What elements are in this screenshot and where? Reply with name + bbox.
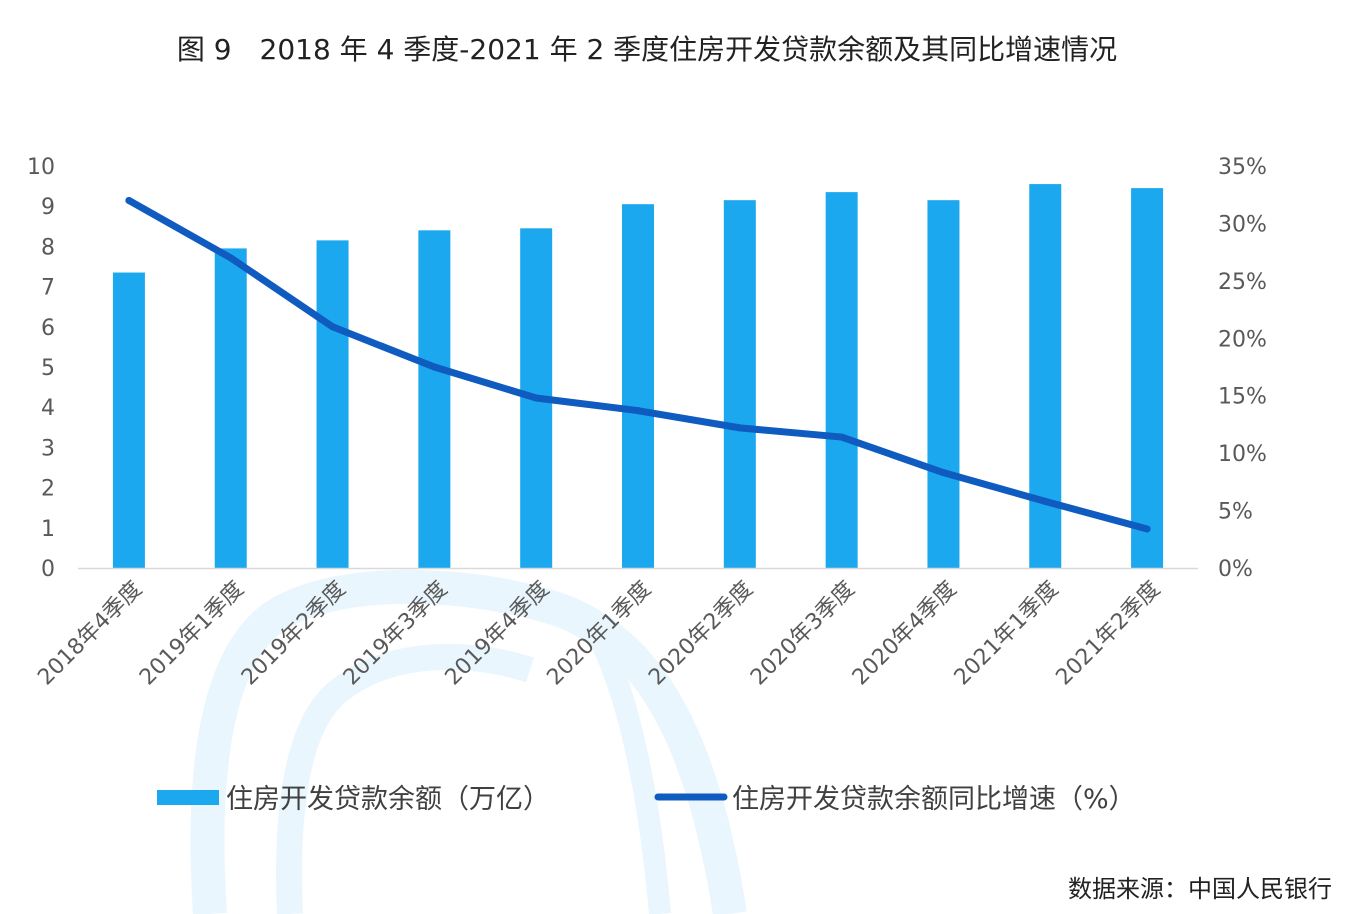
x-tick-4: 2019年4季度 (441, 577, 555, 691)
bar-5 (622, 204, 654, 568)
x-tick-8: 2020年4季度 (848, 577, 962, 691)
y-right-tick-3: 15% (1218, 385, 1267, 410)
y-right-tick-2: 10% (1218, 442, 1267, 467)
bar-0 (112, 272, 145, 568)
line-point-4 (532, 394, 540, 402)
bar-series (112, 184, 1164, 569)
line-point-7 (838, 433, 846, 441)
line-point-3 (430, 363, 438, 371)
chart-title: 图 9 2018 年 4 季度-2021 年 2 季度住房开发贷款余额及其同比增… (176, 33, 1118, 66)
line-point-0 (125, 196, 133, 204)
line-point-8 (939, 469, 947, 477)
legend-line-label: 住房开发贷款余额同比增速（%） (732, 784, 1136, 815)
y-right-tick-6: 30% (1218, 212, 1267, 237)
x-tick-9: 2021年1季度 (950, 577, 1064, 691)
y-axis-right: 0% 5% 10% 15% 20% 25% 30% 35% (1218, 155, 1267, 582)
y-left-tick-5: 5 (41, 356, 55, 381)
bar-9 (1029, 184, 1062, 568)
y-left-tick-0: 0 (41, 557, 55, 582)
y-left-tick-9: 9 (41, 195, 55, 220)
x-tick-7: 2020年3季度 (746, 577, 860, 691)
y-axis-left: 0 1 2 3 4 5 6 7 8 9 10 (27, 155, 55, 582)
y-right-tick-0: 0% (1218, 557, 1253, 582)
y-left-tick-6: 6 (41, 316, 55, 341)
y-right-tick-7: 35% (1218, 155, 1267, 180)
x-tick-6: 2020年2季度 (644, 577, 758, 691)
y-left-tick-2: 2 (41, 477, 55, 502)
y-left-tick-3: 3 (41, 436, 55, 461)
y-left-tick-7: 7 (41, 276, 55, 301)
x-tick-0: 2018年4季度 (33, 577, 147, 691)
line-point-5 (634, 407, 642, 415)
x-axis: 2018年4季度2019年1季度2019年2季度2019年3季度2019年4季度… (33, 577, 1165, 691)
x-tick-1: 2019年1季度 (135, 577, 249, 691)
bar-2 (316, 240, 349, 568)
line-point-1 (227, 254, 235, 262)
x-tick-10: 2021年2季度 (1051, 577, 1165, 691)
legend-bar-label: 住房开发贷款余额（万亿） (226, 784, 550, 815)
y-right-tick-1: 5% (1218, 500, 1253, 525)
bar-10 (1131, 188, 1164, 569)
bar-7 (825, 192, 858, 568)
y-left-tick-10: 10 (27, 155, 55, 180)
legend: 住房开发贷款余额（万亿） 住房开发贷款余额同比增速（%） (157, 784, 1136, 815)
bar-3 (418, 230, 451, 568)
line-point-2 (329, 323, 337, 331)
bar-8 (927, 200, 960, 569)
line-point-9 (1041, 497, 1049, 505)
x-tick-2: 2019年2季度 (237, 577, 351, 691)
bar-1 (214, 248, 247, 568)
line-series (125, 196, 1151, 533)
x-tick-5: 2020年1季度 (542, 577, 656, 691)
y-left-tick-4: 4 (41, 396, 55, 421)
line-point-10 (1143, 525, 1151, 533)
bar-6 (723, 200, 756, 569)
line-point-6 (736, 424, 744, 432)
source-note: 数据来源：中国人民银行 (1068, 875, 1332, 903)
y-left-tick-8: 8 (41, 235, 55, 260)
x-tick-3: 2019年3季度 (339, 577, 453, 691)
y-left-tick-1: 1 (41, 517, 55, 542)
y-right-tick-4: 20% (1218, 327, 1267, 352)
y-right-tick-5: 25% (1218, 270, 1267, 295)
legend-bar-swatch (157, 790, 219, 805)
